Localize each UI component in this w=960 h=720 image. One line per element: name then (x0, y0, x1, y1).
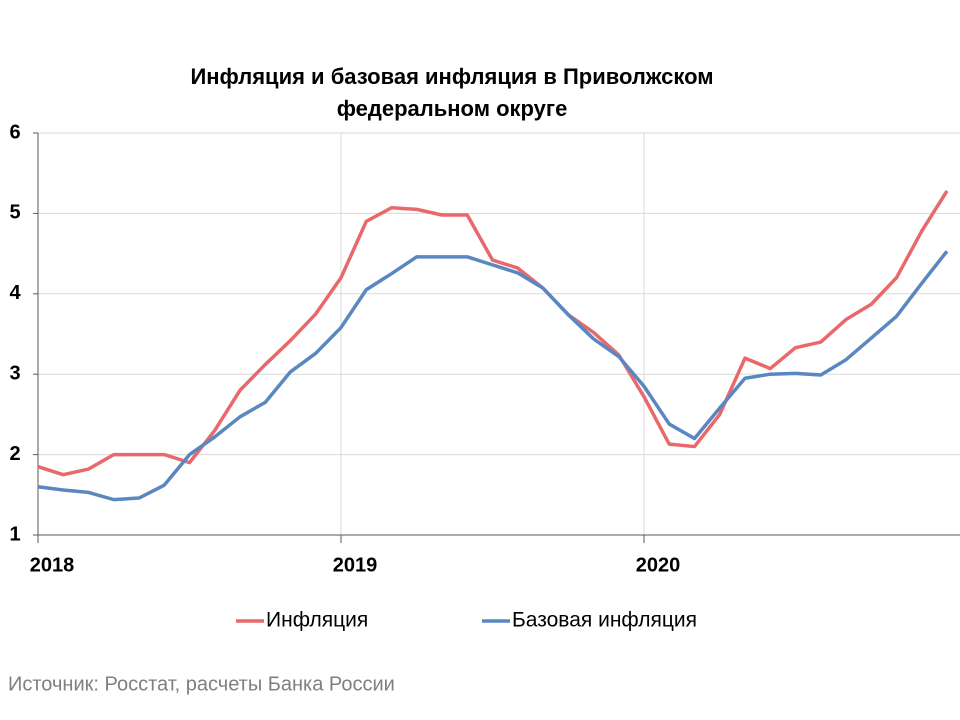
y-tick-label: 5 (9, 202, 20, 224)
y-tick-label: 6 (9, 121, 20, 143)
series-line (37, 250, 949, 502)
chart-subtitle: федеральном округе (337, 96, 568, 121)
x-tick-label: 2018 (30, 554, 75, 576)
y-tick-label: 4 (9, 282, 21, 304)
x-tick-label: 2020 (636, 554, 681, 576)
legend-label: Инфляция (266, 609, 368, 632)
y-tick-label: 2 (9, 443, 20, 465)
source: Источник: Росстат, расчеты Банка России (8, 673, 395, 695)
legend-label: Базовая инфляция (512, 609, 697, 632)
x-tick-label: 2019 (333, 554, 378, 576)
y-tick-label: 3 (9, 362, 20, 384)
chart-title: Инфляция и базовая инфляция в Приволжско… (190, 64, 713, 89)
series-line (37, 189, 949, 477)
y-tick-label: 1 (9, 523, 20, 545)
